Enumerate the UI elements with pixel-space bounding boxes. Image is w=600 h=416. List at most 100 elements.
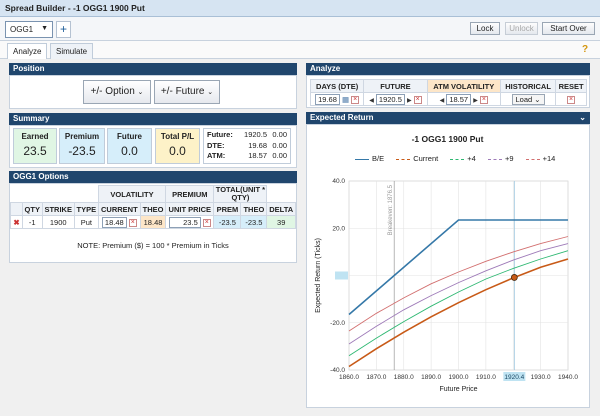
x-tick-label: 1880.0	[394, 374, 414, 381]
x-axis-title: Future Price	[439, 386, 477, 393]
legend-item-plus14: +14	[525, 154, 555, 163]
unit-price-input[interactable]: 23.5	[168, 216, 201, 228]
col-remove	[10, 202, 23, 216]
expected-return-chart: 1860.0 1870.0 1880.0 1890.0 1900.0 1910.0 1920…	[315, 178, 578, 393]
series-line-9	[348, 243, 569, 345]
decrement-icon[interactable]: ◀	[439, 97, 445, 104]
type-cell: Put	[73, 215, 99, 229]
analyze-header: Analyze	[306, 63, 590, 75]
current-point-marker	[510, 274, 518, 281]
chart-legend: B/E Current +4 +9 +14	[355, 154, 565, 163]
breakeven-label: Breakeven: 1876.5	[388, 184, 394, 235]
group-premium: PREMIUM	[165, 185, 215, 203]
zero-highlight	[335, 271, 348, 280]
clear-icon[interactable]: ×	[351, 95, 360, 104]
col-historical: HISTORICAL	[499, 79, 557, 93]
col-strike: STRIKE	[41, 202, 75, 216]
clear-icon[interactable]: ×	[128, 218, 137, 227]
legend-item-be: B/E	[355, 154, 384, 163]
legend-item-current: Current	[396, 154, 438, 163]
series-line-4	[348, 250, 569, 357]
remove-row-icon[interactable]: ✖	[10, 215, 23, 229]
stat-change: 0.00	[272, 140, 287, 150]
earned-label: Earned	[21, 132, 49, 141]
clear-icon[interactable]: ×	[413, 95, 422, 104]
strike-cell: 1900	[41, 215, 75, 229]
col-days: DAYS (DTE)	[309, 79, 365, 93]
future-input[interactable]: 1920.5	[375, 93, 405, 105]
instrument-tab-row: OGG1 ▼ + Lock Unlock Start Over	[0, 17, 600, 41]
future-button-label: +/- Future	[160, 86, 205, 97]
add-tab-button[interactable]: +	[56, 21, 71, 38]
help-icon[interactable]: ?	[581, 44, 589, 55]
options-header: OGG1 Options	[9, 171, 297, 183]
unlock-button[interactable]: Unlock	[505, 22, 538, 35]
stat-value: 18.57	[248, 151, 267, 160]
atm-vol-input[interactable]: 18.57	[446, 93, 472, 105]
option-button[interactable]: +/- Option ⌄	[83, 80, 151, 104]
instrument-tab-label: OGG1	[10, 25, 34, 34]
stat-value: 1920.5	[244, 130, 267, 139]
calendar-icon[interactable]: ▦	[342, 94, 350, 104]
chevron-down-icon: ⌄	[207, 89, 214, 96]
position-panel	[9, 75, 297, 109]
col-future: FUTURE	[363, 79, 428, 93]
x-tick-label: 1930.0	[531, 374, 551, 381]
col-atm-vol: ATM VOLATILITY	[426, 79, 501, 93]
options-table: VOLATILITY PREMIUM TOTAL(UNIT * QTY) QTY…	[10, 185, 296, 229]
x-tick-label: 1860.0	[339, 374, 359, 381]
stat-value: 19.68	[248, 140, 267, 150]
chevron-down-icon: ▼	[41, 25, 48, 32]
instrument-tab[interactable]: OGG1 ▼	[5, 21, 53, 38]
y-tick-label: -40.0	[330, 367, 345, 374]
analyze-header-row: DAYS (DTE) FUTURE ATM VOLATILITY HISTORI…	[309, 79, 587, 93]
analyze-values-row: 19.68 ▦ × ◀ 1920.5 ▶ × ◀ 18.57 ▶ × Load …	[309, 92, 587, 106]
legend-item-plus4: +4	[450, 154, 476, 163]
y-tick-label: 20.0	[332, 225, 345, 232]
theo-vol-cell: 18.48	[139, 215, 167, 229]
future-label: Future	[117, 132, 142, 141]
start-over-button[interactable]: Start Over	[542, 22, 595, 35]
decrement-icon[interactable]: ◀	[369, 97, 374, 104]
current-x-highlight	[503, 372, 526, 381]
tab-simulate[interactable]: Simulate	[50, 43, 94, 59]
premium-box: Premium -23.5	[59, 128, 105, 164]
reset-icon[interactable]: ×	[567, 95, 576, 104]
future-button[interactable]: +/- Future ⌄	[154, 80, 220, 104]
clear-icon[interactable]: ×	[202, 218, 211, 227]
option-button-label: +/- Option	[90, 86, 135, 97]
view-tabs: Analyze Simulate ?	[0, 41, 600, 59]
series-line-be	[348, 219, 568, 316]
total-theo-cell: -23.5	[240, 215, 268, 229]
x-tick-label: 1870.0	[366, 374, 386, 381]
total-pl-value: 0.0	[169, 144, 186, 158]
tab-analyze[interactable]: Analyze	[7, 43, 48, 59]
clear-icon[interactable]: ×	[479, 95, 488, 104]
options-group-row: VOLATILITY PREMIUM TOTAL(UNIT * QTY)	[10, 185, 296, 203]
increment-icon[interactable]: ▶	[473, 97, 478, 104]
current-vol-input[interactable]: 18.48	[101, 216, 127, 228]
increment-icon[interactable]: ▶	[406, 97, 412, 104]
chevron-down-icon: ⌄	[137, 89, 144, 96]
analyze-table: DAYS (DTE) FUTURE ATM VOLATILITY HISTORI…	[309, 79, 587, 106]
unit-price-cell: 23.5 ×	[165, 215, 215, 229]
load-button[interactable]: Load ⌄	[511, 93, 545, 105]
x-tick-label: 1890.0	[421, 374, 441, 381]
lock-button[interactable]: Lock	[470, 22, 500, 35]
current-vol-cell: 18.48 ×	[97, 215, 141, 229]
atm-vol-cell: ◀ 18.57 ▶ ×	[426, 92, 501, 106]
legend-label: +4	[467, 154, 476, 163]
premium-note: NOTE: Premium ($) = 100 * Premium in Tic…	[77, 241, 229, 250]
earned-box: Earned 23.5	[13, 128, 57, 164]
chart-title: -1 OGG1 1900 Put	[411, 134, 484, 144]
col-prem: PREM	[213, 202, 242, 216]
delta-cell: 39	[266, 215, 296, 229]
stat-label: ATM:	[207, 151, 226, 160]
group-total: TOTAL(UNIT * QTY)	[213, 185, 268, 203]
col-type: TYPE	[73, 202, 99, 216]
expected-return-header: Expected Return ⌄	[306, 112, 590, 124]
table-row: ✖ -1 1900 Put 18.48 × 18.48 23.5 × -23.5…	[10, 215, 296, 229]
premium-label: Premium	[64, 132, 100, 141]
chevron-down-icon[interactable]: ⌄	[579, 113, 586, 122]
days-input[interactable]: 19.68	[315, 93, 340, 105]
